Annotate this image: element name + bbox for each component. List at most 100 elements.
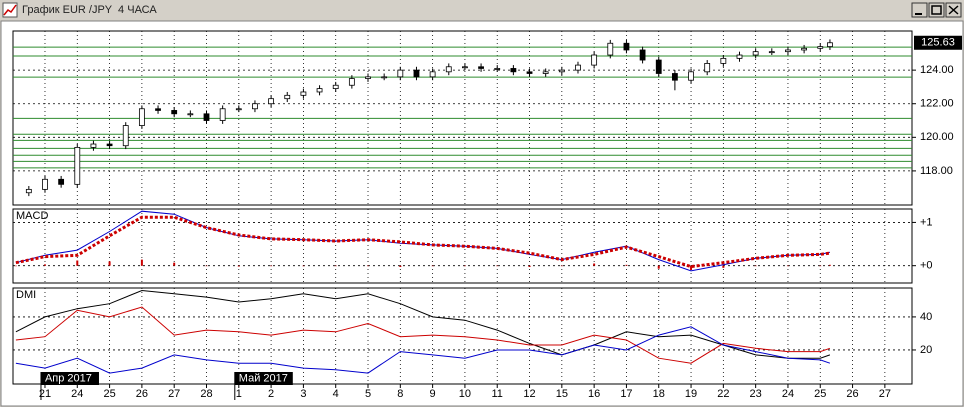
- candle-body: [187, 113, 194, 116]
- histogram-bar: [399, 265, 402, 267]
- x-tick-label: 25: [103, 388, 115, 400]
- last-price-label: 125.63: [921, 37, 955, 49]
- histogram-bar: [43, 264, 46, 266]
- x-tick-label: 1: [236, 388, 242, 400]
- histogram-bar: [205, 265, 208, 267]
- candle-body: [445, 66, 452, 73]
- x-tick-label: 24: [71, 388, 83, 400]
- histogram-bar: [593, 263, 596, 266]
- x-tick-label: 9: [430, 388, 436, 400]
- histogram-bar: [463, 265, 466, 267]
- candle-body: [365, 76, 371, 79]
- x-tick-label: 22: [717, 388, 729, 400]
- period-label: Апр 2017: [45, 372, 92, 384]
- candle-body: [316, 88, 323, 93]
- x-tick-label: 19: [685, 388, 697, 400]
- x-tick-label: 3: [300, 388, 306, 400]
- histogram-bar: [237, 265, 240, 267]
- y-tick-label: 120.00: [920, 131, 954, 143]
- candle-body: [768, 51, 775, 54]
- histogram-bar: [140, 259, 143, 266]
- histogram-bar: [625, 264, 628, 266]
- candle-body: [397, 69, 404, 78]
- x-tick-label: 27: [168, 388, 180, 400]
- histogram-bar: [367, 265, 370, 267]
- candle-body: [348, 78, 355, 86]
- candle-body: [688, 71, 694, 81]
- panel-title: MACD: [16, 210, 48, 222]
- x-tick-label: 23: [750, 388, 762, 400]
- candle-body: [639, 49, 646, 61]
- histogram-bar: [722, 265, 725, 268]
- y-tick-label: 124.00: [920, 64, 954, 76]
- histogram-bar: [528, 265, 531, 267]
- candle-body: [332, 84, 339, 90]
- candle-body: [607, 42, 614, 56]
- candle-body: [785, 49, 791, 53]
- period-box: [40, 372, 99, 385]
- candle-body: [203, 113, 210, 121]
- candle-body: [58, 178, 65, 185]
- candle-body: [413, 69, 420, 78]
- candle-body: [558, 69, 565, 73]
- x-tick-label: 26: [846, 388, 858, 400]
- candle-body: [219, 108, 226, 121]
- x-tick-label: 17: [620, 388, 632, 400]
- candle-body: [510, 68, 517, 73]
- candle-body: [827, 42, 833, 48]
- x-tick-label: 11: [492, 388, 503, 400]
- x-tick-label: 8: [397, 388, 403, 400]
- x-tick-label: 18: [653, 388, 665, 400]
- candle-body: [171, 110, 178, 115]
- candle-body: [122, 125, 129, 147]
- window-title: График EUR /JPY 4 ЧАСА: [22, 4, 157, 16]
- candle-body: [284, 94, 291, 100]
- period-label: Май 2017: [239, 372, 288, 384]
- histogram-bar: [431, 265, 434, 267]
- minimize-button[interactable]: [911, 2, 928, 18]
- histogram-bar: [828, 264, 831, 266]
- indicator-line: [15, 306, 831, 364]
- histogram-bar: [302, 265, 305, 267]
- x-tick-label: 10: [459, 388, 471, 400]
- x-tick-label: 15: [556, 388, 568, 400]
- x-tick-label: 21: [39, 388, 51, 400]
- indicator-line: [15, 289, 831, 359]
- candle-body: [575, 64, 581, 71]
- period-box: [234, 372, 293, 385]
- y-tick-label: +0: [920, 260, 933, 272]
- panel-title: DMI: [16, 289, 36, 301]
- histogram-bar: [819, 265, 822, 267]
- candle-body: [801, 47, 808, 51]
- candle-body: [25, 188, 32, 194]
- signal-line: [15, 215, 831, 269]
- candle-body: [462, 66, 468, 69]
- close-button[interactable]: [945, 2, 962, 18]
- x-tick-label: 26: [136, 388, 148, 400]
- y-tick-label: +1: [920, 216, 933, 228]
- candle-body: [542, 71, 549, 74]
- candle-body: [42, 178, 48, 190]
- x-tick-label: 25: [814, 388, 826, 400]
- histogram-bar: [270, 265, 273, 267]
- x-tick-label: 16: [588, 388, 600, 400]
- candle-body: [752, 51, 759, 56]
- y-tick-label: 20: [920, 344, 932, 356]
- maximize-button[interactable]: [928, 2, 945, 18]
- histogram-bar: [657, 265, 660, 269]
- candle-body: [300, 91, 307, 96]
- candle-body: [268, 98, 275, 105]
- candle-body: [494, 68, 501, 70]
- x-tick-label: 27: [879, 388, 891, 400]
- y-tick-label: 118.00: [920, 165, 953, 177]
- candle-body: [704, 63, 711, 73]
- candle-body: [736, 54, 743, 59]
- histogram-bar: [496, 265, 499, 267]
- candle-body: [720, 57, 727, 64]
- histogram-bar: [754, 265, 757, 267]
- candle-body: [155, 108, 161, 111]
- histogram-bar: [334, 265, 337, 267]
- histogram-bar: [108, 261, 111, 266]
- window-icon: [2, 2, 18, 18]
